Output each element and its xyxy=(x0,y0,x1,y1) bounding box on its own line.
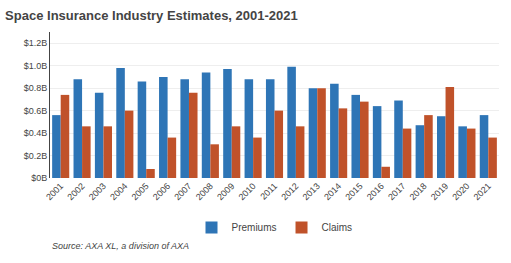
svg-text:2003: 2003 xyxy=(87,181,108,202)
svg-text:2009: 2009 xyxy=(215,181,236,202)
svg-text:2020: 2020 xyxy=(450,181,471,202)
svg-text:$1.2B: $1.2B xyxy=(24,38,48,48)
svg-text:2016: 2016 xyxy=(365,181,386,202)
svg-text:Premiums: Premiums xyxy=(232,222,277,233)
svg-text:2004: 2004 xyxy=(108,181,129,202)
svg-text:2001: 2001 xyxy=(44,181,65,202)
svg-text:$0.6B: $0.6B xyxy=(24,106,48,116)
svg-text:2010: 2010 xyxy=(236,181,257,202)
svg-text:$1.0B: $1.0B xyxy=(24,61,48,71)
svg-text:2002: 2002 xyxy=(65,181,86,202)
svg-text:Source: AXA XL, a division of: Source: AXA XL, a division of AXA xyxy=(52,241,189,251)
svg-text:2006: 2006 xyxy=(151,181,172,202)
svg-text:$0.4B: $0.4B xyxy=(24,128,48,138)
svg-text:$0B: $0B xyxy=(31,173,47,183)
svg-text:2015: 2015 xyxy=(343,181,364,202)
svg-text:2007: 2007 xyxy=(172,181,193,202)
svg-text:2019: 2019 xyxy=(429,181,450,202)
svg-text:2018: 2018 xyxy=(408,181,429,202)
svg-text:Space Insurance Industry Estim: Space Insurance Industry Estimates, 2001… xyxy=(5,8,298,23)
svg-text:2011: 2011 xyxy=(258,181,279,202)
svg-text:2014: 2014 xyxy=(322,181,343,202)
svg-text:2017: 2017 xyxy=(386,181,407,202)
svg-text:2012: 2012 xyxy=(279,181,300,202)
svg-text:2021: 2021 xyxy=(472,181,493,202)
svg-text:Claims: Claims xyxy=(322,222,353,233)
svg-text:$0.8B: $0.8B xyxy=(24,83,48,93)
svg-text:2013: 2013 xyxy=(301,181,322,202)
svg-text:$0.2B: $0.2B xyxy=(24,151,48,161)
svg-text:2005: 2005 xyxy=(130,181,151,202)
svg-text:2008: 2008 xyxy=(194,181,215,202)
